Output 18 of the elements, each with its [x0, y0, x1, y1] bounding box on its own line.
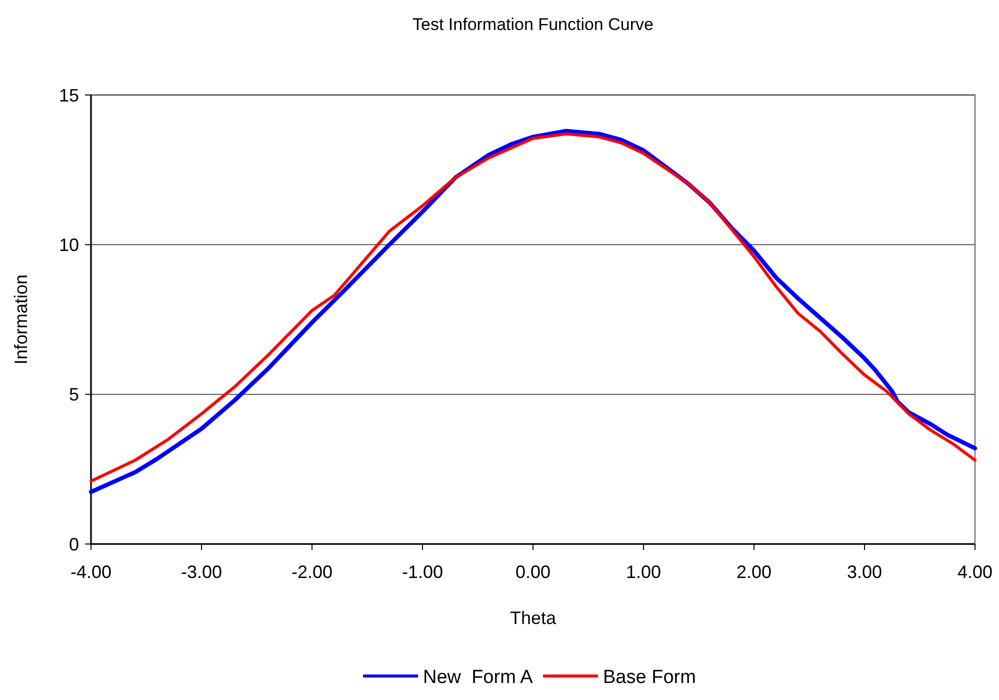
y-axis-title: Information [11, 274, 31, 365]
y-tick-label: 15 [58, 85, 79, 106]
x-axis-title: Theta [510, 608, 557, 628]
x-tick-label: -1.00 [402, 562, 444, 582]
legend-label: Base Form [603, 667, 696, 688]
x-tick-label: 4.00 [957, 562, 993, 582]
x-tick-label: -4.00 [70, 562, 112, 582]
legend-label: New Form A [423, 667, 534, 688]
x-tick-label: 3.00 [846, 562, 882, 582]
x-tick-label: 0.00 [515, 562, 551, 582]
y-tick-label: 5 [68, 384, 79, 405]
y-tick-label: 0 [68, 534, 79, 554]
x-tick-label: 1.00 [626, 562, 662, 582]
x-tick-label: -2.00 [291, 562, 333, 582]
x-tick-label: 2.00 [736, 562, 772, 582]
chart-title: Test Information Function Curve [412, 15, 654, 34]
x-tick-label: -3.00 [180, 562, 222, 582]
y-tick-label: 10 [58, 234, 79, 255]
